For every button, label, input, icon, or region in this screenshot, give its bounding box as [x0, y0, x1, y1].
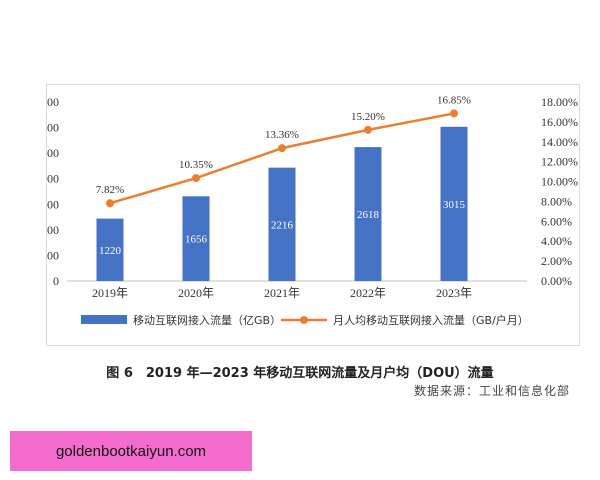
data-source: 数据来源：工业和信息化部: [413, 384, 570, 398]
x-tick-label: 2019年: [92, 286, 128, 300]
line-data-label: 15.20%: [351, 111, 385, 123]
figure-caption: 图 6 2019 年—2023 年移动互联网流量及月户均（DOU）流量: [106, 366, 494, 381]
bar-data-label: 1220: [99, 245, 122, 257]
line-point: [278, 144, 286, 153]
line-data-label: 13.36%: [265, 129, 299, 141]
y-left-tick-label: 1000: [47, 223, 59, 237]
bar: [268, 167, 296, 281]
y-left-tick-label: 3500: [47, 95, 59, 109]
legend-bar-swatch: [81, 315, 127, 324]
bar-data-label: 3015: [443, 199, 466, 211]
bar-data-label: 1656: [185, 234, 208, 246]
legend-line-label: 月人均移动互联网接入流量（GB/户月）: [333, 313, 529, 327]
watermark-banner: goldenbootkaiyun.com: [10, 431, 252, 471]
bar: [354, 147, 382, 281]
line-point: [450, 109, 458, 118]
y-right-tick-label: 4.00%: [541, 234, 572, 248]
y-right-tick-label: 6.00%: [541, 214, 572, 228]
legend-bar-label: 移动互联网接入流量（亿GB）: [133, 313, 281, 327]
y-right-tick-label: 10.00%: [541, 175, 578, 189]
x-tick-label: 2023年: [436, 286, 472, 300]
bar-data-label: 2618: [357, 209, 380, 221]
line-data-label: 16.85%: [437, 94, 471, 106]
bar: [182, 196, 210, 281]
y-right-tick-label: 0.00%: [541, 274, 572, 288]
bar: [440, 126, 468, 281]
y-left-tick-label: 0: [53, 274, 59, 288]
y-right-tick-label: 2.00%: [541, 254, 572, 268]
x-tick-label: 2020年: [178, 286, 214, 300]
line-point: [364, 125, 372, 134]
legend-line-marker: [300, 316, 308, 324]
x-tick-label: 2021年: [264, 286, 300, 300]
y-left-tick-label: 3000: [47, 121, 59, 135]
y-right-tick-label: 12.00%: [541, 155, 578, 169]
line-point: [192, 174, 200, 183]
bar: [96, 218, 124, 281]
y-right-tick-label: 14.00%: [541, 135, 578, 149]
line-data-label: 7.82%: [96, 184, 124, 196]
y-left-tick-label: 1500: [47, 197, 59, 211]
y-left-tick-label: 2500: [47, 146, 59, 160]
y-left-tick-label: 500: [47, 248, 59, 262]
line-data-label: 10.35%: [179, 159, 213, 171]
y-right-tick-label: 16.00%: [541, 115, 578, 129]
combo-chart: 0 500 1000 1500 2000 2500 3000 3500 0.00% 2.00% 4.…: [47, 94, 578, 327]
y-right-tick-label: 8.00%: [541, 194, 572, 208]
x-tick-label: 2022年: [350, 286, 386, 300]
y-right-tick-label: 18.00%: [541, 95, 578, 109]
y-left-tick-label: 2000: [47, 172, 59, 186]
bar-data-label: 2216: [271, 219, 294, 231]
chart-container: 0 500 1000 1500 2000 2500 3000 3500 0.00% 2.00% 4.…: [46, 84, 580, 346]
line-point: [106, 199, 114, 208]
